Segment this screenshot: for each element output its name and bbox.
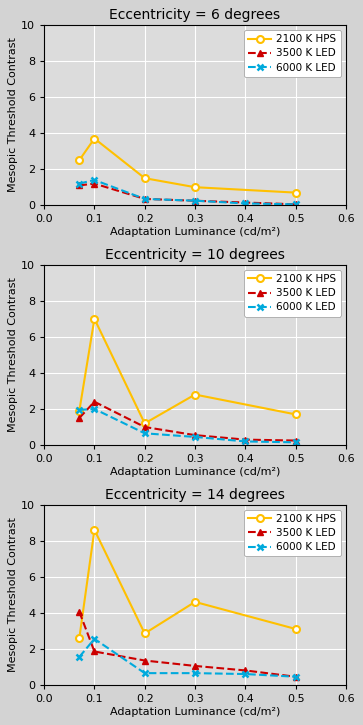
Title: Eccentricity = 6 degrees: Eccentricity = 6 degrees [109, 8, 281, 22]
2100 K HPS [293, 188, 298, 197]
3500 K LED [143, 656, 147, 665]
3500 K LED [293, 200, 298, 209]
3500 K LED [77, 608, 82, 616]
2100 K HPS [92, 526, 97, 534]
Y-axis label: Mesopic Threshold Contrast: Mesopic Threshold Contrast [8, 278, 19, 432]
6000 K LED [193, 433, 197, 442]
Line: 3500 K LED: 3500 K LED [76, 180, 299, 208]
X-axis label: Adaptation Luminance (cd/m²): Adaptation Luminance (cd/m²) [110, 707, 280, 717]
6000 K LED [293, 672, 298, 681]
Legend: 2100 K HPS, 3500 K LED, 6000 K LED: 2100 K HPS, 3500 K LED, 6000 K LED [244, 30, 340, 77]
2100 K HPS [143, 419, 147, 428]
3500 K LED [92, 647, 97, 656]
6000 K LED [193, 196, 197, 205]
Title: Eccentricity = 10 degrees: Eccentricity = 10 degrees [105, 248, 285, 262]
6000 K LED [243, 199, 248, 208]
3500 K LED [92, 397, 97, 406]
Y-axis label: Mesopic Threshold Contrast: Mesopic Threshold Contrast [8, 517, 19, 672]
Line: 3500 K LED: 3500 K LED [76, 608, 299, 680]
2100 K HPS [193, 597, 197, 606]
Line: 6000 K LED: 6000 K LED [76, 176, 299, 208]
6000 K LED [92, 175, 97, 184]
X-axis label: Adaptation Luminance (cd/m²): Adaptation Luminance (cd/m²) [110, 227, 280, 237]
2100 K HPS [143, 629, 147, 638]
2100 K HPS [143, 174, 147, 183]
2100 K HPS [77, 407, 82, 415]
2100 K HPS [293, 410, 298, 419]
6000 K LED [193, 668, 197, 677]
6000 K LED [77, 179, 82, 188]
6000 K LED [293, 438, 298, 447]
3500 K LED [293, 436, 298, 445]
Line: 3500 K LED: 3500 K LED [76, 398, 299, 444]
3500 K LED [243, 198, 248, 207]
6000 K LED [143, 668, 147, 677]
Title: Eccentricity = 14 degrees: Eccentricity = 14 degrees [105, 488, 285, 502]
Legend: 2100 K HPS, 3500 K LED, 6000 K LED: 2100 K HPS, 3500 K LED, 6000 K LED [244, 510, 340, 556]
6000 K LED [243, 437, 248, 446]
3500 K LED [143, 423, 147, 431]
6000 K LED [77, 652, 82, 661]
X-axis label: Adaptation Luminance (cd/m²): Adaptation Luminance (cd/m²) [110, 467, 280, 477]
6000 K LED [92, 634, 97, 643]
6000 K LED [92, 405, 97, 413]
3500 K LED [92, 179, 97, 188]
6000 K LED [293, 200, 298, 209]
3500 K LED [243, 435, 248, 444]
Legend: 2100 K HPS, 3500 K LED, 6000 K LED: 2100 K HPS, 3500 K LED, 6000 K LED [244, 270, 340, 317]
6000 K LED [243, 670, 248, 679]
3500 K LED [77, 181, 82, 190]
2100 K HPS [92, 315, 97, 323]
Y-axis label: Mesopic Threshold Contrast: Mesopic Threshold Contrast [8, 38, 19, 193]
2100 K HPS [293, 625, 298, 634]
Line: 2100 K HPS: 2100 K HPS [76, 526, 299, 642]
3500 K LED [143, 194, 147, 203]
2100 K HPS [77, 156, 82, 165]
6000 K LED [143, 194, 147, 203]
3500 K LED [77, 414, 82, 423]
2100 K HPS [193, 390, 197, 399]
3500 K LED [193, 662, 197, 671]
3500 K LED [193, 196, 197, 205]
Line: 6000 K LED: 6000 K LED [76, 405, 299, 446]
3500 K LED [293, 672, 298, 681]
Line: 2100 K HPS: 2100 K HPS [76, 315, 299, 427]
6000 K LED [143, 429, 147, 438]
2100 K HPS [77, 634, 82, 642]
2100 K HPS [193, 183, 197, 191]
3500 K LED [243, 666, 248, 675]
6000 K LED [77, 405, 82, 414]
Line: 2100 K HPS: 2100 K HPS [76, 135, 299, 196]
3500 K LED [193, 431, 197, 439]
2100 K HPS [92, 134, 97, 143]
Line: 6000 K LED: 6000 K LED [76, 635, 299, 680]
